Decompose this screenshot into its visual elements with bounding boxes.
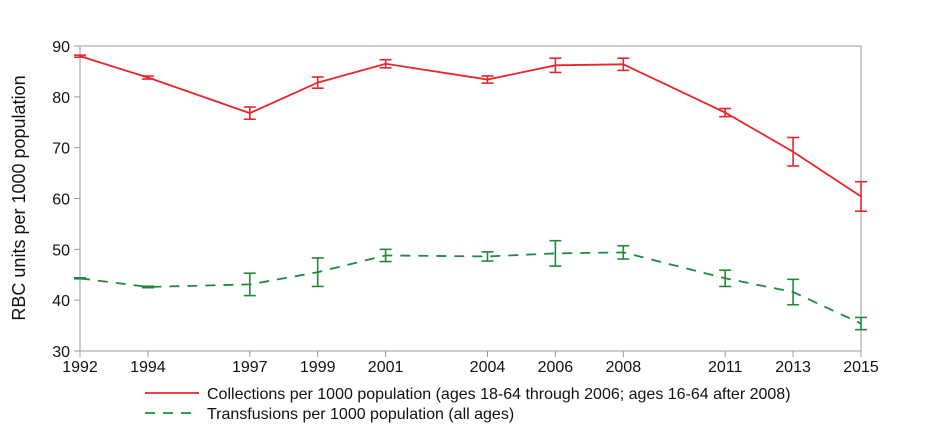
error-bar (855, 180, 867, 213)
error-bar (617, 244, 630, 260)
series-collections (74, 54, 867, 213)
series-transfusions (74, 239, 867, 331)
error-bar (855, 316, 867, 331)
series-layer (74, 54, 867, 331)
legend[interactable]: Collections per 1000 population (ages 18… (145, 386, 791, 423)
error-bar (311, 257, 324, 288)
x-tick-label: 2004 (470, 359, 506, 376)
error-bar (719, 269, 732, 288)
x-tick-label: 2008 (606, 359, 642, 376)
error-bar (719, 107, 732, 118)
x-tick-label: 2015 (843, 359, 879, 376)
x-tick-label: 1994 (130, 359, 166, 376)
error-bar (379, 58, 392, 69)
error-bar (243, 106, 256, 120)
x-tick-label: 1997 (232, 359, 268, 376)
legend-label-transfusions: Transfusions per 1000 population (all ag… (207, 406, 514, 423)
error-bar (617, 57, 630, 72)
y-tick-label: 70 (52, 141, 70, 158)
error-bar (74, 276, 86, 280)
error-bar (311, 76, 324, 89)
x-tick-label: 2001 (368, 359, 404, 376)
error-bar (787, 278, 800, 306)
x-tick-label: 2013 (775, 359, 811, 376)
series-line-collections (79, 55, 862, 198)
y-tick-label: 90 (52, 39, 70, 56)
error-bar (379, 248, 392, 263)
error-bar (141, 285, 154, 289)
x-tick-label: 1999 (300, 359, 336, 376)
error-bar (549, 239, 562, 267)
error-bar (74, 54, 86, 58)
y-axis-label: RBC units per 1000 population (9, 75, 29, 320)
y-tick-label: 50 (52, 242, 70, 259)
y-axis-ticks: 30 40 50 60 70 80 90 (52, 39, 80, 361)
error-bar (481, 251, 494, 262)
y-tick-label: 40 (52, 293, 70, 310)
error-bar (549, 57, 562, 74)
y-tick-label: 60 (52, 192, 70, 209)
series-line-transfusions (79, 251, 862, 325)
error-bar (141, 75, 154, 80)
x-tick-label: 1992 (62, 359, 98, 376)
error-bar (243, 272, 256, 297)
error-bar (481, 75, 494, 84)
y-tick-label: 80 (52, 90, 70, 107)
error-bar (787, 136, 800, 167)
legend-label-collections: Collections per 1000 population (ages 18… (207, 386, 791, 403)
y-tick-label: 30 (52, 344, 70, 361)
x-axis-ticks: 1992 1994 1997 1999 2001 2004 2006 2008 2011 2013… (62, 351, 879, 376)
x-tick-label: 2011 (708, 359, 743, 376)
x-tick-label: 2006 (538, 359, 574, 376)
plot-frame (79, 45, 862, 352)
